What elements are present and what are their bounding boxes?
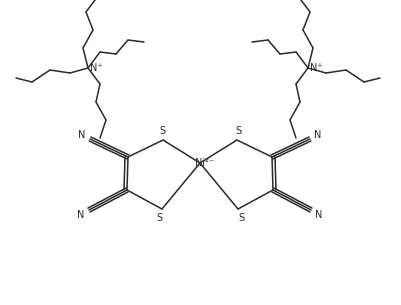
Text: N: N — [77, 210, 85, 220]
Text: N: N — [78, 130, 86, 140]
Text: N⁺: N⁺ — [310, 63, 323, 73]
Text: S: S — [238, 213, 244, 223]
Text: N⁺: N⁺ — [90, 63, 103, 73]
Text: Ni²⁻: Ni²⁻ — [195, 158, 215, 168]
Text: S: S — [156, 213, 162, 223]
Text: N: N — [314, 130, 322, 140]
Text: N: N — [315, 210, 323, 220]
Text: S: S — [159, 126, 165, 136]
Text: S: S — [235, 126, 241, 136]
